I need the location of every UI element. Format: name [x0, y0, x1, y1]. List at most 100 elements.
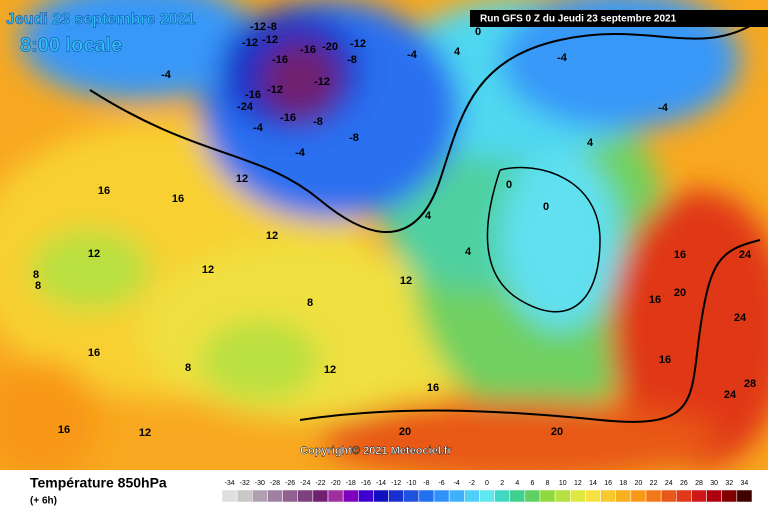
temperature-field	[0, 0, 768, 480]
contour-label: 8	[33, 269, 39, 281]
contour-label: 16	[58, 424, 70, 436]
scale-swatch	[358, 489, 374, 503]
contour-label: -16	[245, 89, 261, 101]
color-scale: -34 -32 -30 -28 -26 -24 -22 -20 -18 -16 -14 -12 -10-…	[221, 480, 753, 503]
contour-label: 28	[744, 378, 756, 390]
scale-label: -8	[423, 480, 429, 487]
scale-swatch	[236, 489, 253, 503]
scale-swatch	[312, 489, 329, 503]
contour-label: -12	[250, 21, 266, 33]
contour-label: -12	[314, 76, 330, 88]
scale-label: -6	[438, 480, 444, 487]
scale-label: -30	[255, 480, 265, 487]
contour-label: 4	[465, 246, 472, 258]
scale-label: -22	[315, 480, 325, 487]
scale-swatch	[615, 489, 632, 503]
contour-label: 16	[649, 294, 661, 306]
contour-label: 24	[739, 249, 752, 261]
scale-label: -20	[331, 480, 341, 487]
contour-label: -16	[280, 112, 296, 124]
contour-label: -4	[253, 122, 264, 134]
scale-label: -10	[406, 480, 416, 487]
contour-label: -20	[322, 41, 338, 53]
scale-label: 6	[530, 480, 534, 487]
scale-swatch	[297, 489, 314, 503]
scale-swatch	[282, 489, 298, 503]
scale-label: 32	[725, 480, 733, 487]
scale-label: 4	[515, 480, 519, 487]
scale-label: 12	[574, 480, 582, 487]
contour-line	[299, 239, 761, 423]
contour-label: -12	[262, 34, 278, 46]
footer-subtitle: (+ 6h)	[30, 496, 57, 507]
contour-label: -8	[313, 116, 323, 128]
contour-label: 0	[475, 26, 481, 38]
contour-label: 0	[506, 179, 512, 191]
scale-label: -18	[346, 480, 356, 487]
scale-label: 26	[680, 480, 688, 487]
contour-label: -8	[267, 21, 277, 33]
contour-label: 4	[454, 46, 461, 58]
scale-swatch	[736, 489, 753, 503]
contour-label: 16	[88, 347, 100, 359]
contour-label: 16	[427, 382, 439, 394]
contour-label: 20	[551, 426, 563, 438]
contour-label: 12	[139, 427, 151, 439]
scale-swatch	[539, 489, 556, 503]
scale-swatch	[630, 489, 647, 503]
run-text: Run GFS 0 Z du Jeudi 23 septembre 2021	[480, 14, 677, 25]
scale-swatch	[721, 489, 738, 503]
contour-label: -12	[267, 84, 283, 96]
scale-label: -14	[376, 480, 386, 487]
copyright: Copyright© 2021 Meteociel.fr	[300, 445, 452, 457]
scale-label: 20	[635, 480, 643, 487]
footer-title: Température 850hPa	[30, 475, 167, 491]
contour-label: 12	[202, 264, 214, 276]
contour-label: 8	[35, 280, 41, 292]
scale-label: 14	[589, 480, 597, 487]
scale-swatch	[327, 489, 344, 503]
scale-swatch	[433, 489, 450, 503]
contour-label: -4	[161, 69, 172, 81]
contour-label: 8	[185, 362, 191, 374]
contour-line	[89, 19, 761, 234]
scale-swatch	[570, 489, 586, 503]
scale-swatch	[373, 489, 389, 503]
scale-label: -2	[469, 480, 475, 487]
scale-swatch	[554, 489, 571, 503]
scale-swatch	[267, 489, 283, 503]
contour-label: -12	[242, 37, 258, 49]
scale-label: 18	[619, 480, 627, 487]
scale-swatch	[403, 489, 420, 503]
contour-label: 16	[98, 185, 110, 197]
scale-label: -16	[361, 480, 371, 487]
contour-label: 0	[543, 201, 549, 213]
contour-label: -4	[658, 102, 669, 114]
time-text: 8:00 locale	[20, 34, 122, 56]
scale-swatch	[509, 489, 526, 503]
contour-label: 24	[734, 312, 747, 324]
scale-swatch	[691, 489, 707, 503]
scale-swatch	[464, 489, 480, 503]
contour-label: 16	[674, 249, 686, 261]
contour-label: 4	[587, 137, 594, 149]
scale-label: 2	[500, 480, 504, 487]
contour-label: -16	[272, 54, 288, 66]
scale-swatch	[706, 489, 722, 503]
scale-label: 34	[741, 480, 749, 487]
scale-label: 10	[559, 480, 567, 487]
contour-label: 12	[236, 173, 248, 185]
scale-label: -26	[285, 480, 295, 487]
contour-label: 12	[266, 230, 278, 242]
scale-label: 16	[604, 480, 612, 487]
map: -12 -8-12 -12-16-20 -12-8-16-4-4-16 -12-24-1…	[0, 0, 768, 480]
scale-label: 22	[650, 480, 658, 487]
contour-label: 24	[724, 389, 737, 401]
date-text: Jeudi 23 septembre 2021	[6, 11, 196, 28]
scale-label: -12	[391, 480, 401, 487]
run-box	[470, 10, 768, 27]
scale-swatch	[585, 489, 601, 503]
contour-label: 16	[172, 193, 184, 205]
contour-label: 20	[674, 287, 686, 299]
